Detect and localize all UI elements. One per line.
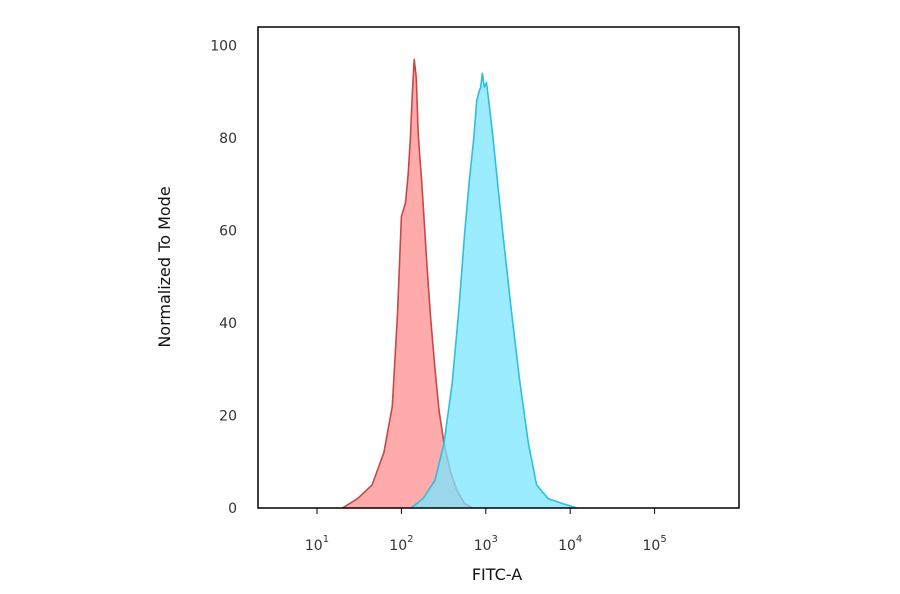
series-1-area bbox=[342, 59, 486, 508]
y-tick-label: 100 bbox=[210, 39, 237, 55]
x-tick-label: 102 bbox=[389, 534, 413, 554]
x-axis: 101 102 103 104 105 bbox=[305, 508, 667, 554]
x-axis-title: FITC-A bbox=[472, 565, 522, 584]
series-2-line bbox=[410, 72, 578, 508]
y-tick-label: 40 bbox=[219, 316, 237, 332]
plot-area bbox=[341, 58, 578, 508]
plot-frame bbox=[257, 26, 740, 509]
y-axis-title: Normalized To Mode bbox=[155, 186, 174, 347]
y-tick-label: 60 bbox=[219, 224, 237, 240]
x-tick-label: 103 bbox=[474, 534, 498, 554]
y-tick-label: 20 bbox=[219, 409, 237, 425]
y-tick-label: 80 bbox=[219, 131, 237, 147]
x-tick-label: 104 bbox=[558, 534, 582, 554]
series-2-area bbox=[411, 73, 577, 508]
y-axis: 0 20 40 60 80 100 bbox=[210, 39, 237, 518]
x-tick-label: 105 bbox=[642, 534, 666, 554]
x-tick-label: 101 bbox=[305, 534, 329, 554]
y-tick-label: 0 bbox=[228, 501, 237, 517]
